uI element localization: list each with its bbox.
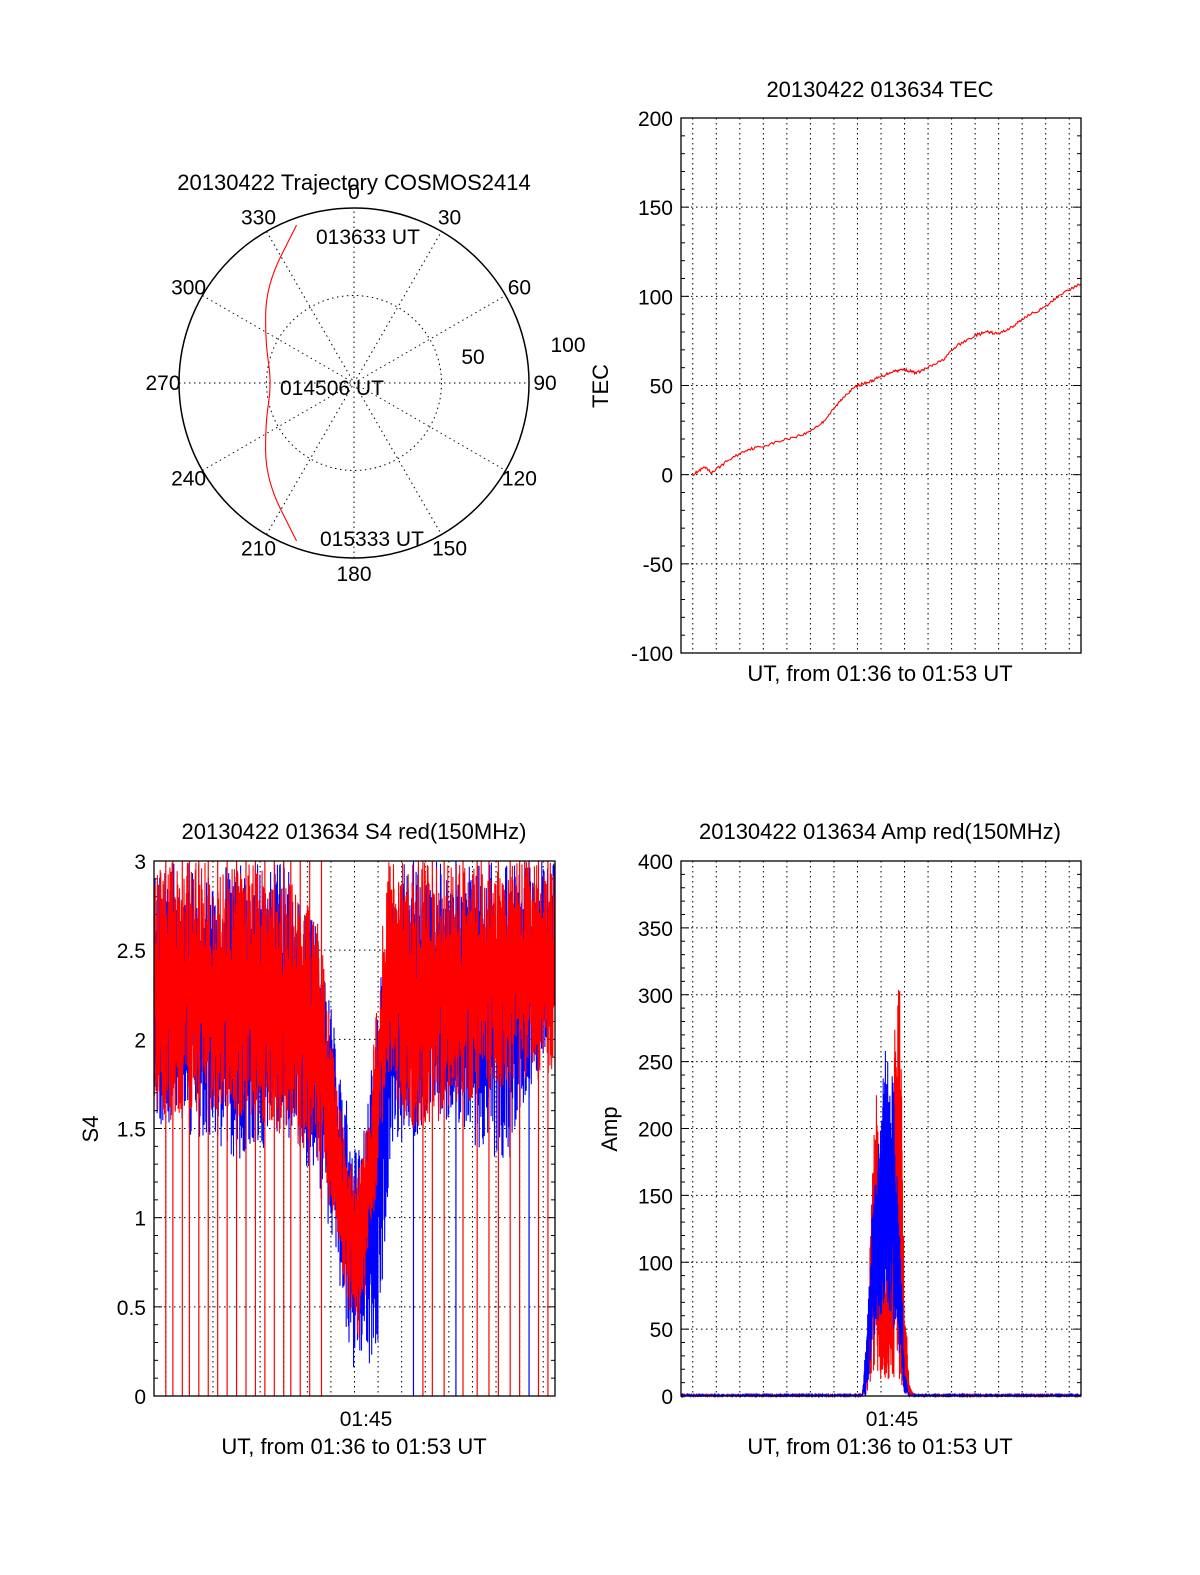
tec-y-label: TEC: [588, 364, 613, 408]
polar-angle-label: 270: [145, 372, 180, 395]
y-tick-label: 100: [638, 286, 673, 309]
tec-x-label: UT, from 01:36 to 01:53 UT: [747, 661, 1012, 686]
polar-track-line: [265, 224, 298, 542]
amp-chart: 20130422 013634 Amp red(150MHz) 400 350 30…: [597, 819, 1082, 1459]
polar-grid: [178, 207, 530, 559]
polar-annotation-start: 013633 UT: [316, 226, 420, 249]
y-tick-label: 0: [661, 465, 673, 488]
tec-title: 20130422 013634 TEC: [766, 77, 993, 102]
tec-line: [692, 283, 1082, 477]
polar-angle-label: 0: [348, 181, 360, 204]
amp-y-tick-labels: 400 350 300 250 200 150 100 50 0: [638, 851, 673, 1409]
polar-radial-label-100: 100: [550, 334, 585, 357]
amp-series: [680, 989, 1082, 1399]
y-tick-label: 0: [661, 1386, 673, 1409]
y-tick-label: 50: [650, 376, 673, 399]
y-tick-label: 250: [638, 1052, 673, 1075]
polar-angle-label: 30: [438, 207, 461, 230]
polar-angle-label: 330: [241, 207, 276, 230]
polar-annotation-mid: 014506 UT: [280, 377, 384, 400]
s4-title: 20130422 013634 S4 red(150MHz): [182, 819, 527, 844]
y-tick-label: 2: [134, 1029, 146, 1052]
polar-angle-label: 90: [533, 372, 556, 395]
y-tick-label: 50: [650, 1319, 673, 1342]
polar-radial-label-50: 50: [461, 346, 484, 369]
polar-annotation-end: 015333 UT: [320, 528, 424, 551]
s4-red-trace: [153, 860, 556, 1339]
polar-title: 20130422 Trajectory COSMOS2414: [177, 170, 530, 195]
s4-x-tick-label: 01:45: [340, 1408, 393, 1431]
y-tick-label: 350: [638, 918, 673, 941]
polar-angle-label: 210: [241, 537, 276, 560]
s4-chart: 20130422 013634 S4 red(150MHz) 3 2.5 2 1.5 1…: [78, 819, 556, 1459]
amp-x-tick-label: 01:45: [866, 1408, 919, 1431]
polar-angle-label: 120: [502, 468, 537, 491]
polar-track: [265, 224, 298, 542]
tec-chart: 20130422 013634 TEC 200150100500-50-100 …: [588, 77, 1082, 686]
polar-radial-labels: 50 100: [461, 334, 585, 369]
polar-angle-label: 300: [171, 277, 206, 300]
y-tick-label: 2.5: [117, 940, 146, 963]
y-tick-label: -100: [631, 643, 673, 666]
polar-angle-label: 180: [336, 563, 371, 586]
y-tick-label: 0: [134, 1386, 146, 1409]
y-tick-label: 200: [638, 108, 673, 131]
y-tick-label: 3: [134, 851, 146, 874]
y-tick-label: 150: [638, 197, 673, 220]
s4-x-label: UT, from 01:36 to 01:53 UT: [221, 1434, 486, 1459]
y-tick-label: -50: [643, 554, 673, 577]
polar-spoke: [266, 231, 442, 535]
y-tick-label: 1: [134, 1208, 146, 1231]
s4-y-tick-labels: 3 2.5 2 1.5 1 0.5 0: [117, 851, 146, 1409]
polar-angle-labels: 0 30 60 90 120 150 180 210 240 270 300 330: [145, 181, 556, 586]
y-tick-label: 100: [638, 1252, 673, 1275]
y-tick-label: 400: [638, 851, 673, 874]
polar-trajectory-chart: 20130422 Trajectory COSMOS2414 0 30 60 90 12…: [145, 170, 585, 586]
y-tick-label: 150: [638, 1185, 673, 1208]
s4-frame: [153, 860, 556, 1397]
s4-y-label: S4: [78, 1116, 103, 1143]
y-tick-label: 0.5: [117, 1297, 146, 1320]
y-tick-label: 200: [638, 1119, 673, 1142]
polar-ring-50: [266, 295, 442, 471]
tec-series: [692, 283, 1082, 477]
tec-frame: [680, 117, 1082, 654]
y-tick-label: 300: [638, 985, 673, 1008]
amp-title: 20130422 013634 Amp red(150MHz): [699, 819, 1061, 844]
tec-y-tick-labels: 200 150 100 50 0 -50 -100: [631, 108, 673, 666]
amp-frame: [680, 860, 1082, 1397]
polar-angle-label: 150: [432, 537, 467, 560]
polar-angle-label: 240: [171, 468, 206, 491]
amp-x-label: UT, from 01:36 to 01:53 UT: [747, 1434, 1012, 1459]
y-tick-label: 1.5: [117, 1119, 146, 1142]
polar-angle-label: 60: [508, 277, 531, 300]
amp-y-label: Amp: [597, 1106, 622, 1151]
s4-series: [153, 860, 556, 1396]
tec-grid: [681, 117, 1081, 654]
